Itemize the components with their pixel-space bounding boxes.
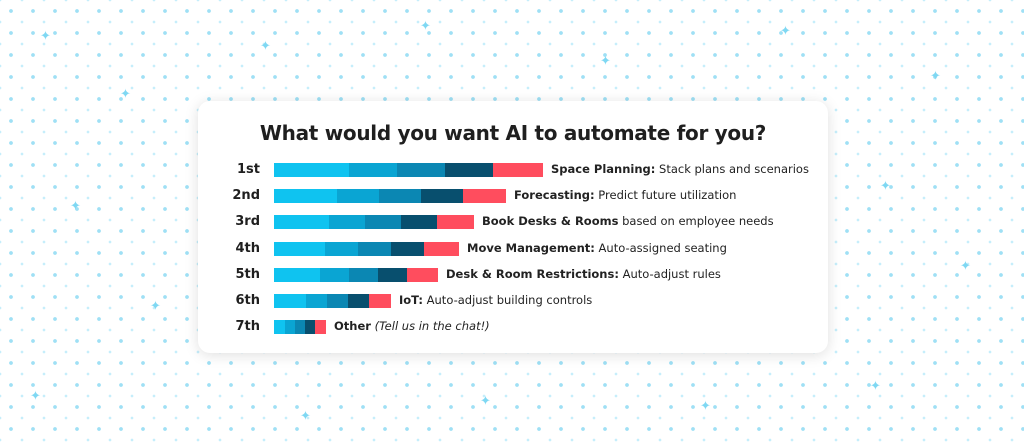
stacked-bar [274, 267, 438, 282]
sparkle-icon: ✦ [30, 389, 41, 404]
bar-segment [305, 320, 315, 335]
bar-segment [274, 294, 306, 308]
bar-segment [274, 267, 320, 282]
bar-segment [407, 267, 438, 282]
bar-segment [295, 320, 305, 335]
bar-label-rest: (Tell us in the chat!) [370, 319, 490, 334]
sparkle-icon: ✦ [870, 379, 881, 394]
bar-segment [445, 163, 493, 177]
bar-segment [285, 320, 295, 335]
bar-segment [274, 320, 285, 335]
sparkle-icon: ✦ [70, 199, 81, 214]
bar-segment [320, 267, 349, 282]
bar-label-rest: Auto-adjust rules [618, 266, 721, 281]
bar-label: Forecasting: Predict future utilization [514, 188, 736, 202]
bar-segment [437, 215, 474, 230]
bar-label-bold: Other [334, 319, 371, 334]
sparkle-icon: ✦ [300, 409, 311, 424]
bar-label-rest: Auto-assigned seating [594, 240, 727, 255]
bar-segment [463, 189, 506, 204]
bar-segment [274, 163, 349, 177]
rank-label: 4th [235, 240, 260, 256]
bar-segment [379, 189, 421, 204]
bar-label-bold: Space Planning: [551, 162, 656, 176]
bar-segment [421, 189, 463, 204]
bar-label: Move Management: Auto-assigned seating [467, 241, 727, 255]
bar-segment [337, 189, 379, 204]
sparkle-icon: ✦ [120, 87, 131, 102]
bar-segment [369, 294, 391, 308]
bar-segment [306, 294, 327, 308]
rank-label: 1st [237, 162, 260, 177]
bar-segment [378, 267, 407, 282]
sparkle-icon: ✦ [150, 299, 161, 314]
stacked-bar [274, 241, 459, 256]
bar-segment [329, 215, 365, 230]
bar-segment [365, 215, 401, 230]
bar-label-bold: Desk & Room Restrictions: [446, 266, 619, 281]
bar-label-rest: Stack plans and scenarios [655, 162, 809, 176]
bar-label-bold: Move Management: [467, 240, 595, 255]
bar-segment [397, 163, 445, 177]
bar-segment [348, 294, 369, 308]
sparkle-icon: ✦ [260, 39, 271, 54]
bar-segment [274, 241, 325, 256]
rank-label: 7th [235, 319, 260, 335]
bar-label-rest: Predict future utilization [594, 188, 737, 203]
stacked-bar [274, 320, 326, 335]
stacked-bar [274, 189, 506, 204]
bar-segment [315, 320, 326, 335]
bar-segment [327, 294, 348, 308]
sparkle-icon: ✦ [40, 29, 51, 44]
stacked-bar [274, 215, 474, 230]
bar-segment [391, 241, 424, 256]
bar-segment [349, 163, 397, 177]
bar-label: Other (Tell us in the chat!) [334, 319, 490, 333]
bar-segment [349, 267, 378, 282]
stacked-bar [274, 294, 391, 308]
rank-label: 2nd [232, 188, 260, 204]
bar-label-bold: Book Desks & Rooms [482, 214, 619, 229]
bar-label-rest: Auto-adjust building controls [423, 293, 593, 307]
bar-label: Book Desks & Rooms based on employee nee… [482, 214, 774, 228]
stacked-bar [274, 163, 543, 177]
bar-label-rest: based on employee needs [618, 214, 774, 229]
sparkle-icon: ✦ [960, 259, 971, 274]
sparkle-icon: ✦ [420, 19, 431, 34]
bar-segment [493, 163, 543, 177]
bar-segment [401, 215, 437, 230]
chart-card: What would you want AI to automate for y… [198, 101, 828, 353]
bar-segment [424, 241, 459, 256]
bar-segment [325, 241, 358, 256]
bar-label-bold: IoT: [399, 293, 423, 307]
rank-label: 5th [235, 266, 260, 282]
sparkle-icon: ✦ [880, 179, 891, 194]
rank-label: 3rd [235, 214, 260, 230]
rank-label: 6th [235, 293, 260, 308]
sparkle-icon: ✦ [780, 24, 791, 39]
bar-label-bold: Forecasting: [514, 188, 595, 203]
bar-segment [274, 189, 337, 204]
sparkle-icon: ✦ [600, 54, 611, 69]
bar-label: Desk & Room Restrictions: Auto-adjust ru… [446, 267, 721, 281]
sparkle-icon: ✦ [930, 69, 941, 84]
sparkle-icon: ✦ [480, 394, 491, 409]
bar-label: IoT: Auto-adjust building controls [399, 293, 592, 307]
bar-segment [358, 241, 391, 256]
sparkle-icon: ✦ [700, 399, 711, 414]
chart-title: What would you want AI to automate for y… [259, 121, 767, 145]
bar-segment [274, 215, 329, 230]
bar-label: Space Planning: Stack plans and scenario… [551, 162, 809, 176]
